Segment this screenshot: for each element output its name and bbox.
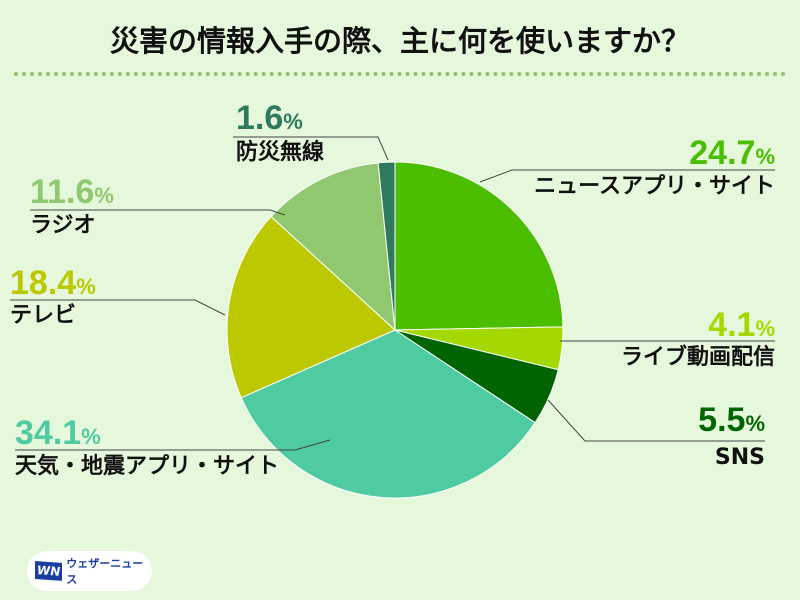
leader-line-news <box>479 169 775 183</box>
label-sns: SNS <box>714 445 765 470</box>
leader-line-tv <box>10 299 226 316</box>
logo-text: ウェザーニュース <box>66 557 144 586</box>
weathernews-logo: WN ウェザーニュース <box>27 551 152 591</box>
logo-mark: WN <box>35 561 63 581</box>
pct-label-radio: 11.6% <box>30 173 114 211</box>
leader-line-bousai <box>233 136 389 161</box>
pct-label-news: 24.7% <box>689 134 775 172</box>
label-radio: ラジオ <box>30 213 96 238</box>
label-bousai: 防災無線 <box>236 140 325 165</box>
leader-line-radio <box>30 209 286 216</box>
leader-line-sns <box>547 399 765 442</box>
label-weather: 天気・地震アプリ・サイト <box>15 454 280 479</box>
dotted-divider <box>14 72 786 76</box>
pct-label-live: 4.1% <box>708 306 775 344</box>
pie-slice-3 <box>240 329 536 499</box>
pie-slice-0 <box>394 161 564 331</box>
label-live: ライブ動画配信 <box>620 345 775 370</box>
chart-title: 災害の情報入手の際、主に何を使いますか？ <box>109 24 690 58</box>
pie-slice-6 <box>377 161 396 331</box>
pct-label-bousai: 1.6% <box>236 99 303 137</box>
pct-label-sns: 5.5% <box>698 401 765 439</box>
leader-lines <box>10 136 775 451</box>
label-tv: テレビ <box>10 303 77 328</box>
pct-label-weather: 34.1% <box>15 414 101 452</box>
pct-label-tv: 18.4% <box>10 264 96 302</box>
leader-line-weather <box>15 439 331 451</box>
label-news: ニュースアプリ・サイト <box>534 174 775 199</box>
pie-slice-4 <box>226 215 396 399</box>
